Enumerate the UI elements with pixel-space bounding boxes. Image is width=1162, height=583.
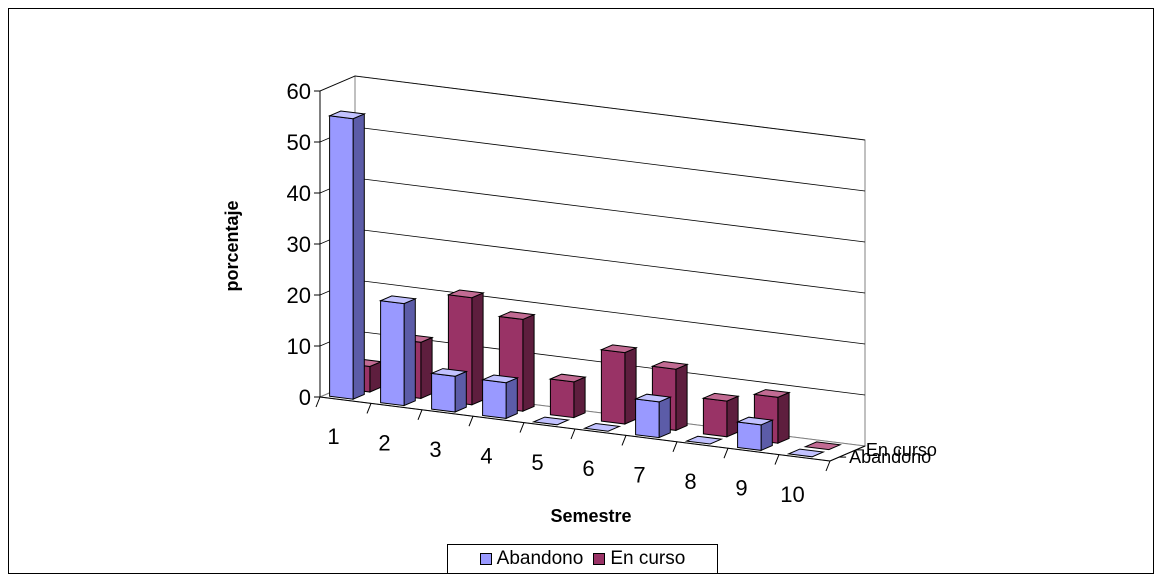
y-tick-label: 60 <box>287 79 311 104</box>
bar-abandono-2 <box>378 295 418 407</box>
bar-abandono-4 <box>480 374 520 420</box>
bar-abandono-10 <box>786 448 826 458</box>
legend-label-en-curso: En curso <box>610 548 686 569</box>
x-tick-label: 10 <box>780 482 804 507</box>
gridline <box>319 75 866 141</box>
y-tick-labels: 0 10 20 30 40 50 60 <box>287 79 321 410</box>
legend-label-abandono: Abandono <box>496 548 584 569</box>
x-tick-mark <box>723 448 729 459</box>
x-tick-mark <box>570 428 576 440</box>
x-tick-labels: 1 2 3 4 5 6 7 8 9 10 <box>315 396 831 507</box>
y-tick-label: 50 <box>287 130 311 155</box>
x-tick-label: 5 <box>531 450 543 475</box>
legend: Abandono En curso <box>447 544 718 574</box>
bar-abandono-6 <box>582 422 622 432</box>
x-tick-mark <box>672 441 678 452</box>
x-tick-mark <box>417 409 423 420</box>
x-tick-label: 2 <box>378 431 390 456</box>
x-axis-line <box>319 396 831 462</box>
x-tick-label: 1 <box>327 424 339 449</box>
x-tick-label: 4 <box>480 443 492 468</box>
legend-item-abandono: Abandono <box>479 548 584 570</box>
x-tick-mark <box>519 422 525 433</box>
x-tick-mark <box>315 396 321 408</box>
bar-abandono-7 <box>633 393 673 439</box>
x-tick-mark <box>468 416 474 427</box>
bar-abandono-5 <box>531 416 571 426</box>
y-tick-label: 20 <box>287 283 311 308</box>
bar-abandono-3 <box>429 368 469 413</box>
series-axis-label: En curso <box>866 440 937 460</box>
x-tick-label: 8 <box>684 469 696 494</box>
y-tick-label: 40 <box>287 181 311 206</box>
bar-abandono-9 <box>735 416 775 452</box>
x-axis-title: Semestre <box>550 506 631 526</box>
legend-item-en-curso: En curso <box>593 548 685 570</box>
y-tick-label: 0 <box>299 385 311 410</box>
x-tick-mark <box>366 403 372 414</box>
x-tick-mark <box>621 435 627 446</box>
x-tick-label: 9 <box>735 475 747 500</box>
y-tick-label: 10 <box>287 334 311 359</box>
x-tick-mark <box>774 454 780 465</box>
bar-abandono-1 <box>327 110 367 400</box>
x-tick-label: 7 <box>633 463 645 488</box>
x-tick-mark <box>825 460 831 472</box>
x-tick-label: 3 <box>429 437 441 462</box>
bars <box>327 110 842 458</box>
bar-en-curso-8 <box>701 392 740 438</box>
bar-en-curso-5 <box>548 373 587 419</box>
series-axis-label: Abandono <box>849 447 931 467</box>
legend-swatch-en-curso <box>593 553 606 565</box>
bar-abandono-8 <box>684 435 724 445</box>
depth-axis-line <box>829 445 866 462</box>
y-tick-label: 30 <box>287 232 311 257</box>
legend-swatch-abandono <box>479 553 492 565</box>
bar-en-curso-10 <box>803 441 842 451</box>
y-axis-title: porcentaje <box>222 200 242 291</box>
x-tick-label: 6 <box>582 456 594 481</box>
bar-en-curso-6 <box>599 344 638 425</box>
